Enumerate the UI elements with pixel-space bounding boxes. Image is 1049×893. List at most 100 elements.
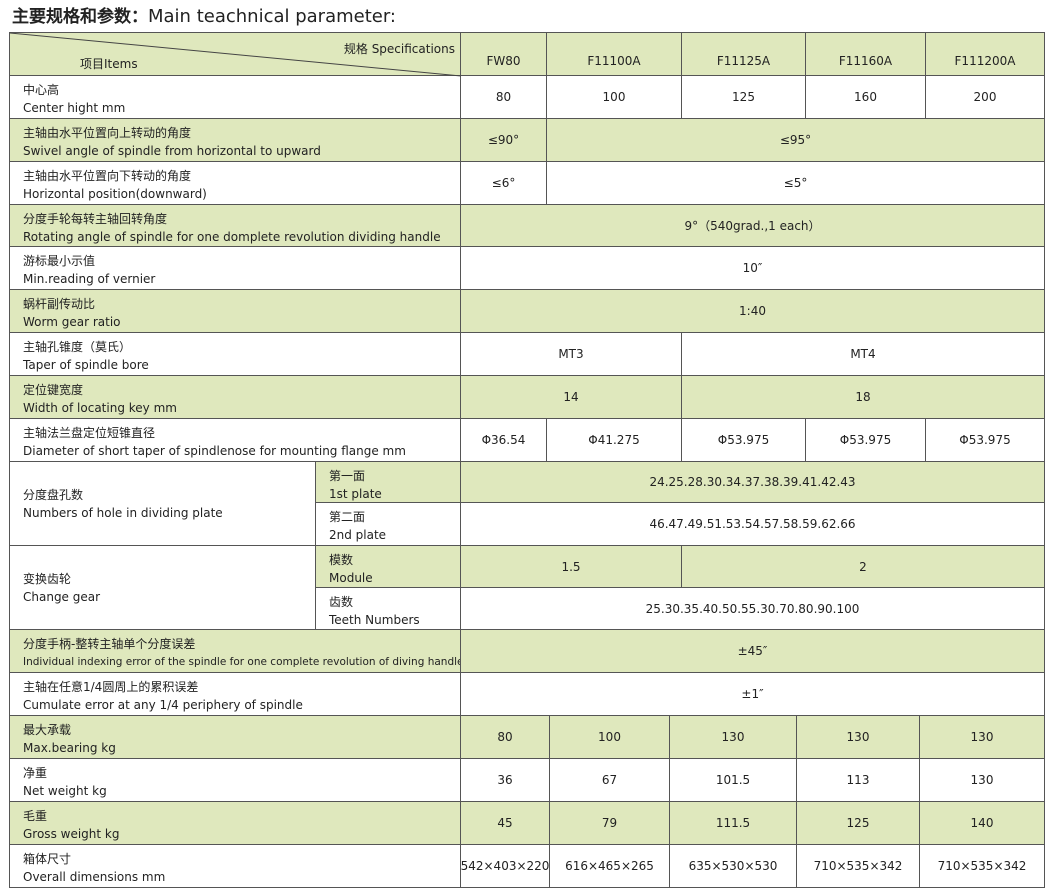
- row-label: 定位键宽度 Width of locating key mm: [9, 375, 461, 419]
- value-cell: 46.47.49.51.53.54.57.58.59.62.66: [460, 502, 1045, 546]
- row-label: 分度盘孔数 Numbers of hole in dividing plate: [9, 461, 316, 546]
- value: ≤5°: [783, 176, 808, 190]
- value: 125: [846, 816, 870, 830]
- value-cell: ≤90°: [460, 118, 547, 162]
- value: ≤95°: [779, 133, 812, 147]
- value: 10″: [742, 261, 763, 275]
- row-label: 主轴在任意1/4圆周上的累积误差 Cumulate error at any 1/…: [9, 672, 461, 716]
- value-cell: 111.5: [669, 801, 797, 845]
- value: 113: [846, 773, 870, 787]
- value-cell: 2: [681, 545, 1045, 588]
- value: 25.30.35.40.50.55.30.70.80.90.100: [645, 601, 860, 616]
- label-en: Cumulate error at any 1/4 periphery of s…: [23, 698, 303, 712]
- value: ±45″: [737, 644, 768, 658]
- row-label: 第一面 1st plate: [315, 461, 461, 503]
- label-en: Center hight mm: [23, 101, 126, 115]
- row-label: 中心高 Center hight mm: [9, 75, 461, 119]
- value: 79: [601, 816, 618, 830]
- value-cell: Φ53.975: [681, 418, 806, 462]
- value-cell: 1.5: [460, 545, 682, 588]
- value: Φ53.975: [959, 433, 1011, 447]
- value: MT4: [850, 347, 876, 361]
- header-items: 项目Items: [80, 57, 138, 71]
- value-cell: 10″: [460, 246, 1045, 290]
- value-cell: MT3: [460, 332, 682, 376]
- label-en: Horizontal position(downward): [23, 187, 207, 201]
- value-cell: ≤95°: [546, 118, 1045, 162]
- value: 1.5: [561, 559, 581, 574]
- value-cell: 160: [805, 75, 926, 119]
- label-cn: 最大承载: [23, 723, 72, 737]
- value-cell: 1:40: [460, 289, 1045, 333]
- value: 140: [970, 816, 994, 830]
- value-cell: 125: [681, 75, 806, 119]
- value: 80: [495, 90, 512, 104]
- value-cell: 80: [460, 715, 550, 759]
- label-en: Swivel angle of spindle from horizontal …: [23, 144, 321, 158]
- value: 616×465×265: [565, 859, 654, 873]
- value: 130: [970, 773, 994, 787]
- value-cell: 45: [460, 801, 550, 845]
- value-cell: 18: [681, 375, 1045, 419]
- title-en: Main teachnical parameter:: [148, 6, 396, 27]
- value-cell: ±45″: [460, 629, 1045, 673]
- header-model: F11160A: [805, 32, 926, 76]
- value: 100: [598, 730, 621, 744]
- value-cell: 140: [919, 801, 1045, 845]
- value-cell: Φ36.54: [460, 418, 547, 462]
- row-label: 分度手轮每转主轴回转角度 Rotating angle of spindle fo…: [9, 204, 461, 247]
- value: Φ53.975: [839, 433, 892, 447]
- label-cn: 模数: [329, 553, 354, 567]
- value-cell: MT4: [681, 332, 1045, 376]
- value: 36: [497, 773, 513, 787]
- value: 635×530×530: [688, 859, 778, 873]
- label-cn: 中心高: [23, 83, 60, 97]
- label-cn: 分度盘孔数: [23, 488, 84, 502]
- row-label: 分度手柄-整转主轴单个分度误差 Individual indexing error…: [9, 629, 464, 673]
- value: 18: [855, 390, 871, 404]
- label-cn: 主轴法兰盘定位短锥直径: [23, 426, 156, 440]
- value-cell: 130: [669, 715, 797, 759]
- value: 46.47.49.51.53.54.57.58.59.62.66: [649, 517, 856, 531]
- value-cell: 24.25.28.30.34.37.38.39.41.42.43: [460, 461, 1045, 503]
- label-cn: 主轴由水平位置向下转动的角度: [23, 169, 192, 183]
- model-name: F11160A: [838, 54, 893, 68]
- value: Φ41.275: [588, 433, 640, 447]
- value-cell: 113: [796, 758, 920, 802]
- value: 130: [970, 730, 994, 744]
- value: 130: [721, 730, 745, 744]
- row-label: 游标最小示值 Min.reading of vernier: [9, 246, 461, 290]
- row-label: 净重 Net weight kg: [9, 758, 461, 802]
- header-model: F11125A: [681, 32, 806, 76]
- value: 710×535×342: [937, 859, 1027, 873]
- model-name: F11125A: [716, 54, 771, 68]
- value-cell: 14: [460, 375, 682, 419]
- value: 2: [859, 559, 867, 574]
- label-en: Overall dimensions mm: [23, 870, 166, 884]
- value: 1:40: [739, 304, 766, 318]
- header-model: F11100A: [546, 32, 682, 76]
- value-cell: 125: [796, 801, 920, 845]
- value: 130: [846, 730, 870, 744]
- value: 9°（540grad.,1 each）: [684, 219, 821, 233]
- row-label: 主轴由水平位置向下转动的角度 Horizontal position(downwa…: [9, 161, 461, 205]
- label-en: Diameter of short taper of spindlenose f…: [23, 444, 406, 458]
- value: 710×535×342: [813, 859, 903, 873]
- label-en: Worm gear ratio: [23, 315, 121, 329]
- row-label: 第二面 2nd plate: [315, 502, 461, 546]
- value: 80: [497, 730, 513, 744]
- label-cn: 箱体尺寸: [23, 852, 72, 866]
- value-cell: 542×403×220: [460, 844, 550, 888]
- label-en: 1st plate: [329, 487, 382, 501]
- row-label: 主轴法兰盘定位短锥直径 Diameter of short taper of sp…: [9, 418, 461, 462]
- value: 160: [854, 90, 877, 104]
- value: 14: [563, 390, 579, 404]
- label-cn: 定位键宽度: [23, 383, 84, 397]
- label-cn: 净重: [23, 766, 48, 780]
- value-cell: 635×530×530: [669, 844, 797, 888]
- value-cell: Φ41.275: [546, 418, 682, 462]
- value: 67: [601, 773, 618, 787]
- value: 100: [602, 90, 626, 104]
- model-name: FW80: [486, 54, 521, 68]
- label-en: Numbers of hole in dividing plate: [23, 506, 223, 520]
